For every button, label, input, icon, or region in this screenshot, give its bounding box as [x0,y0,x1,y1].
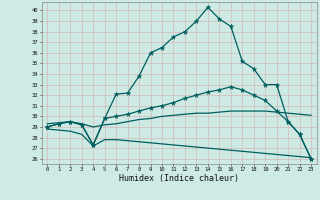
X-axis label: Humidex (Indice chaleur): Humidex (Indice chaleur) [119,174,239,183]
